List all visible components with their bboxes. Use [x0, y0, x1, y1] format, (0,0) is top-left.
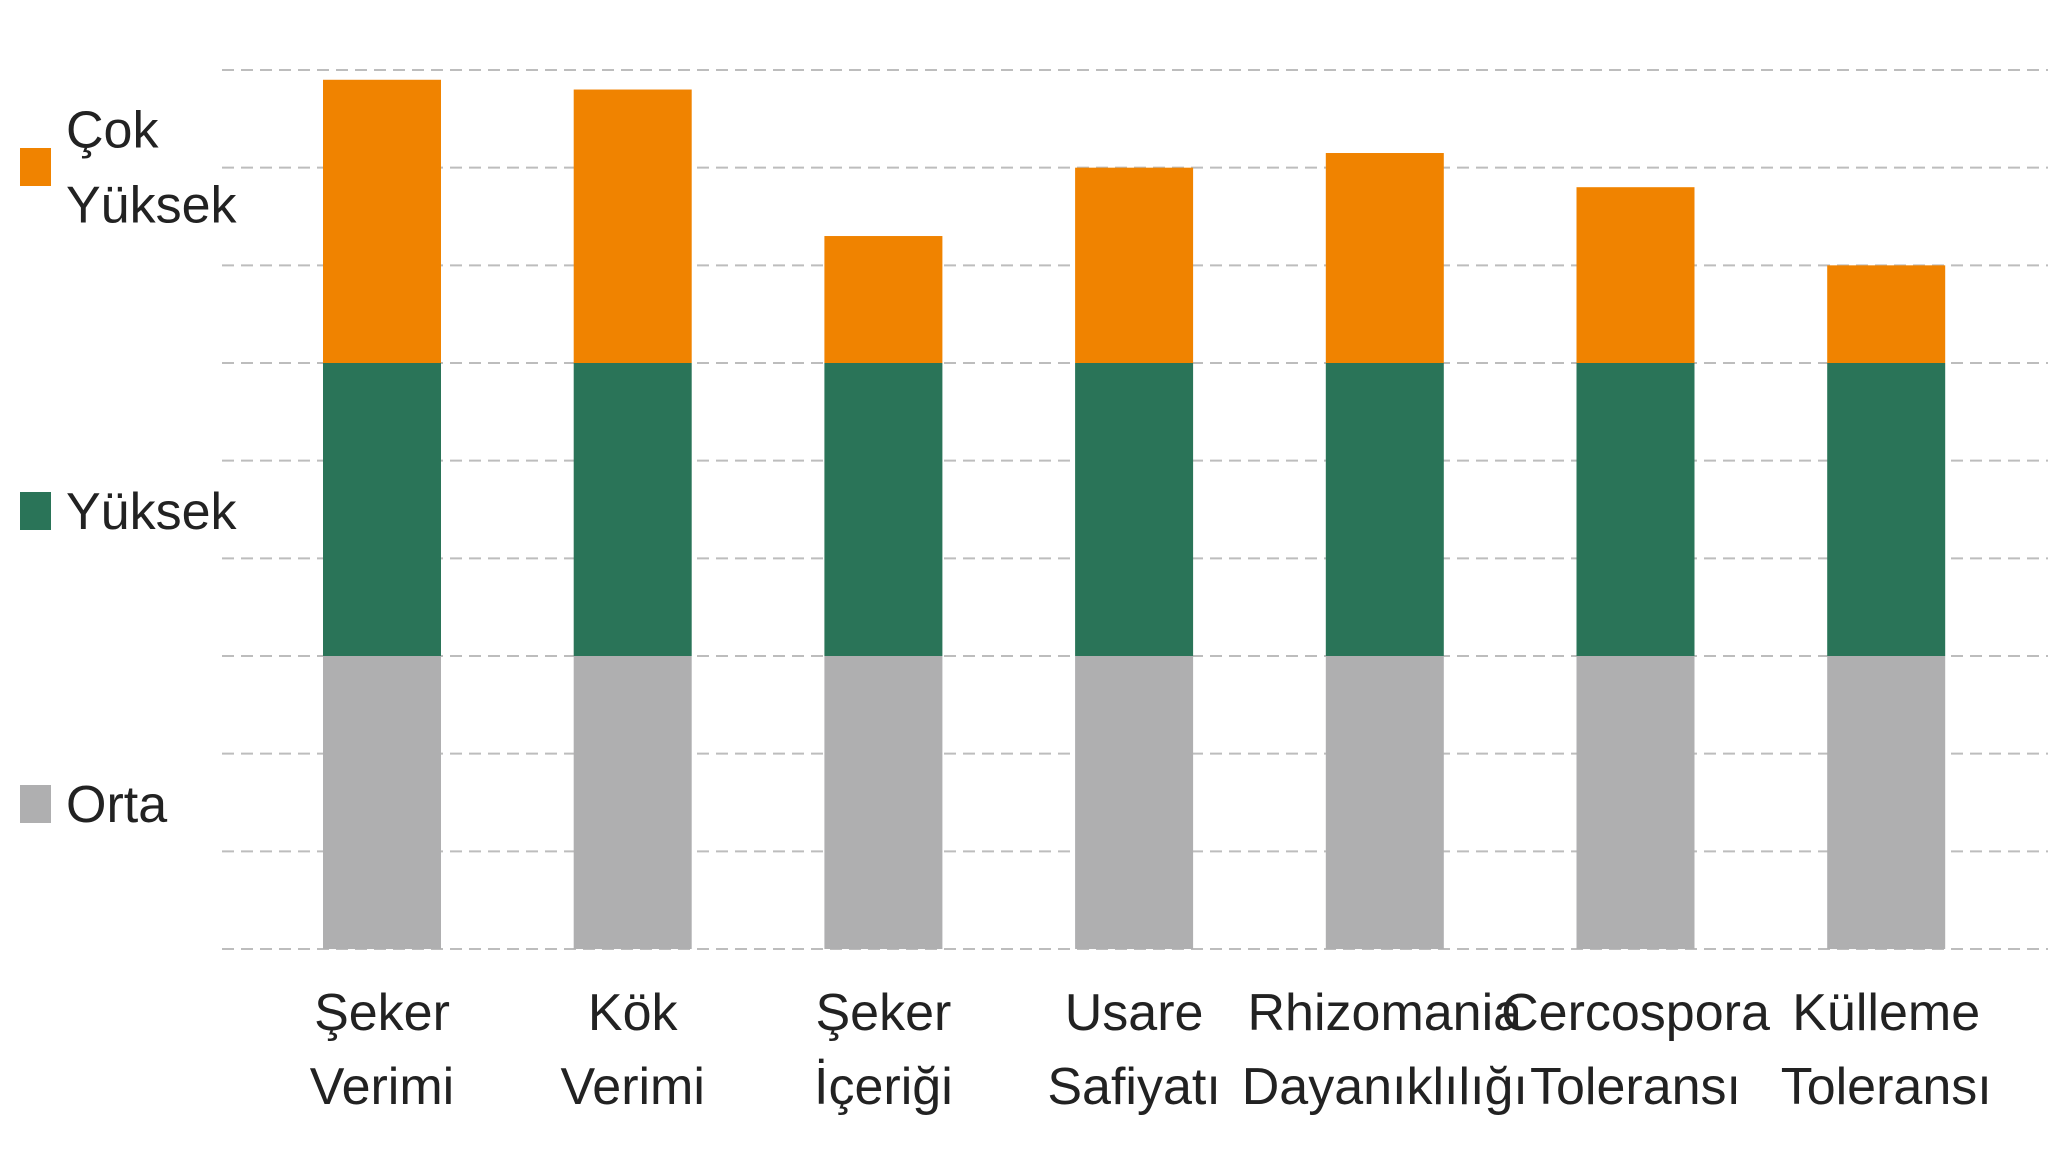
- x-tick-label: Rhizomania Dayanıklılığı: [1242, 984, 1528, 1116]
- legend-label-line: Yüksek: [66, 483, 238, 541]
- bar-segment-yuksek-1: [323, 363, 441, 656]
- legend-label-line: Yüksek: [66, 177, 238, 235]
- x-tick-label: Şeker Verimi: [310, 984, 454, 1116]
- x-tick-label-line: Safiyatı: [1047, 1058, 1220, 1116]
- x-tick-label-line: Şeker: [815, 984, 951, 1042]
- bar-segment-orta-6: [1576, 656, 1695, 949]
- bar-segment-yuksek-2: [573, 363, 692, 656]
- x-tick-label: Külleme Toleransı: [1781, 984, 1992, 1116]
- bar-segment-yuksek-4: [1075, 363, 1194, 656]
- x-tick-label-line: Usare: [1065, 984, 1204, 1042]
- x-tick-label-line: Toleransı: [1781, 1058, 1992, 1116]
- legend-swatch: [20, 785, 51, 823]
- x-tick-label-line: Verimi: [310, 1058, 454, 1116]
- bar-segment-orta-7: [1827, 656, 1946, 949]
- bar-segment-cok-yuksek-4: [1075, 167, 1194, 363]
- legend-swatch: [20, 492, 51, 530]
- legend-label: Yüksek: [66, 483, 238, 541]
- bar-segment-yuksek-5: [1325, 363, 1444, 656]
- x-tick-label-line: Cercospora: [1501, 984, 1770, 1042]
- x-tick-label-line: Verimi: [560, 1058, 704, 1116]
- bars: [323, 79, 1946, 949]
- x-tick-label-line: Külleme: [1792, 984, 1980, 1042]
- bar-segment-cok-yuksek-2: [573, 89, 692, 364]
- bar-segment-orta-5: [1325, 656, 1444, 949]
- bar-segment-yuksek-7: [1827, 363, 1946, 656]
- legend-swatch: [20, 148, 51, 186]
- legend-label: Orta: [66, 776, 167, 834]
- bar-segment-cok-yuksek-7: [1827, 265, 1946, 363]
- legend-label-line: Çok: [66, 102, 159, 160]
- bar-segment-yuksek-3: [824, 363, 943, 656]
- x-axis-labels: Şeker Verimi Kök Verimi Şeker İçeriği Usare Saf…: [310, 984, 1992, 1116]
- bar-segment-yuksek-6: [1576, 363, 1695, 656]
- x-tick-label-line: Dayanıklılığı: [1242, 1058, 1528, 1116]
- bar-segment-orta-1: [323, 656, 441, 949]
- bar-segment-cok-yuksek-5: [1325, 153, 1444, 363]
- x-tick-label-line: Şeker: [314, 984, 450, 1042]
- x-tick-label-line: Rhizomania: [1248, 984, 1523, 1042]
- x-tick-label: Kök Verimi: [560, 984, 704, 1116]
- x-tick-label-line: Toleransı: [1530, 1058, 1741, 1116]
- bar-segment-cok-yuksek-1: [323, 79, 441, 364]
- x-tick-label: Şeker İçeriği: [814, 984, 953, 1116]
- bar-segment-orta-2: [573, 656, 692, 949]
- legend-label-line: Orta: [66, 776, 167, 834]
- x-tick-label-line: İçeriği: [814, 1058, 953, 1116]
- legend-label: Çok Yüksek: [66, 102, 238, 235]
- x-tick-label-line: Kök: [588, 984, 679, 1042]
- bar-segment-cok-yuksek-6: [1576, 187, 1695, 363]
- x-tick-label: Usare Safiyatı: [1047, 984, 1220, 1116]
- bar-segment-cok-yuksek-3: [824, 236, 943, 363]
- x-tick-label: Cercospora Toleransı: [1501, 984, 1770, 1116]
- legend: Çok Yüksek Yüksek Orta: [20, 102, 238, 834]
- bar-segment-orta-4: [1075, 656, 1194, 949]
- bar-segment-orta-3: [824, 656, 943, 949]
